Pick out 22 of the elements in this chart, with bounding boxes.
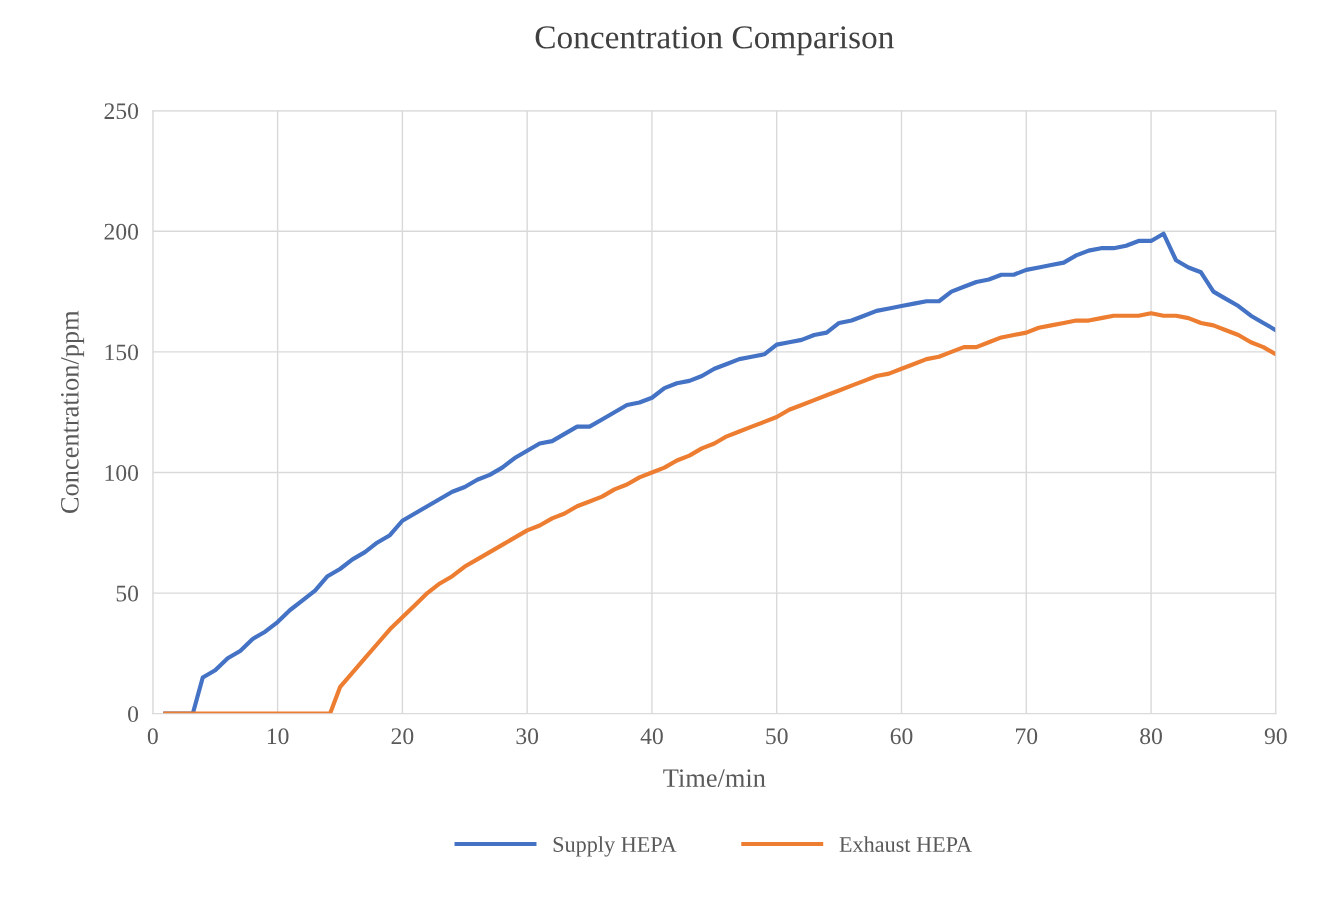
x-tick-label: 90 — [1264, 728, 1287, 745]
x-tick-label: 80 — [1140, 728, 1162, 745]
x-axis-title: Time/min — [663, 769, 766, 788]
x-tick-label: 10 — [267, 728, 289, 745]
y-tick-label: 0 — [128, 706, 139, 723]
x-tick-label: 40 — [640, 728, 663, 745]
y-axis-title: Concentration/ppm — [60, 310, 85, 513]
x-tick-label: 0 — [147, 728, 158, 745]
legend-label: Exhaust HEPA — [839, 836, 972, 852]
x-tick-label: 20 — [391, 728, 414, 745]
y-tick-label: 250 — [104, 103, 139, 120]
y-tick-label: 200 — [104, 223, 139, 240]
x-tick-label: 30 — [516, 728, 539, 745]
y-tick-label: 50 — [116, 585, 139, 602]
x-tick-label: 70 — [1016, 728, 1038, 745]
y-tick-label: 100 — [105, 464, 139, 481]
x-tick-label: 50 — [766, 728, 788, 745]
y-tick-label: 150 — [105, 344, 139, 361]
x-tick-label: 60 — [890, 728, 913, 745]
chart-title: Concentration Comparison — [535, 26, 894, 56]
legend-label: Supply HEPA — [553, 836, 677, 857]
line-series — [163, 311, 1276, 714]
